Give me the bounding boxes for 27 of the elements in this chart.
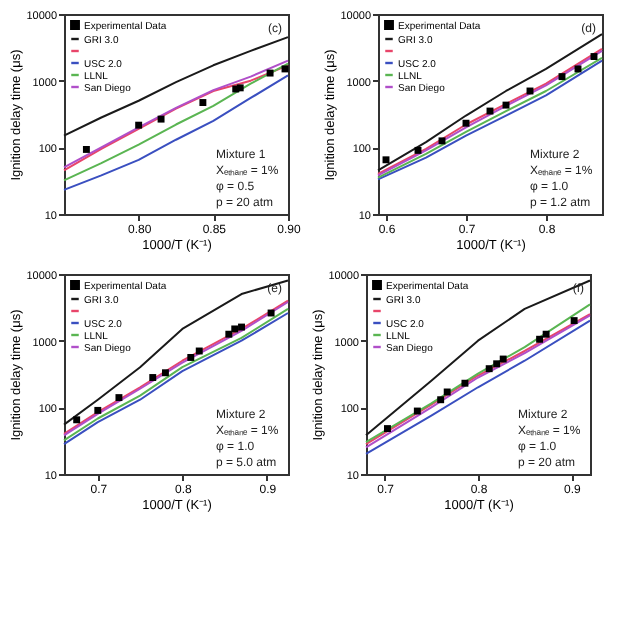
- line-series: [63, 74, 289, 191]
- point: [485, 365, 493, 373]
- point: [536, 335, 544, 343]
- point: [384, 425, 391, 433]
- point: [266, 69, 274, 77]
- point: [199, 99, 207, 106]
- point: [157, 115, 165, 123]
- point: [94, 406, 102, 414]
- point: [570, 317, 578, 325]
- point: [231, 325, 239, 333]
- point: [499, 355, 507, 363]
- line-series: [63, 279, 289, 426]
- point: [542, 330, 550, 338]
- point: [115, 394, 123, 402]
- point: [161, 369, 169, 377]
- point: [73, 416, 81, 424]
- line-series: [365, 279, 591, 437]
- line-series: [63, 36, 289, 137]
- point: [238, 323, 245, 331]
- point: [187, 353, 195, 361]
- point: [135, 121, 143, 129]
- point: [461, 379, 469, 387]
- point: [225, 330, 233, 338]
- point: [437, 396, 445, 404]
- point: [493, 360, 501, 368]
- point: [149, 374, 157, 381]
- point: [82, 145, 90, 153]
